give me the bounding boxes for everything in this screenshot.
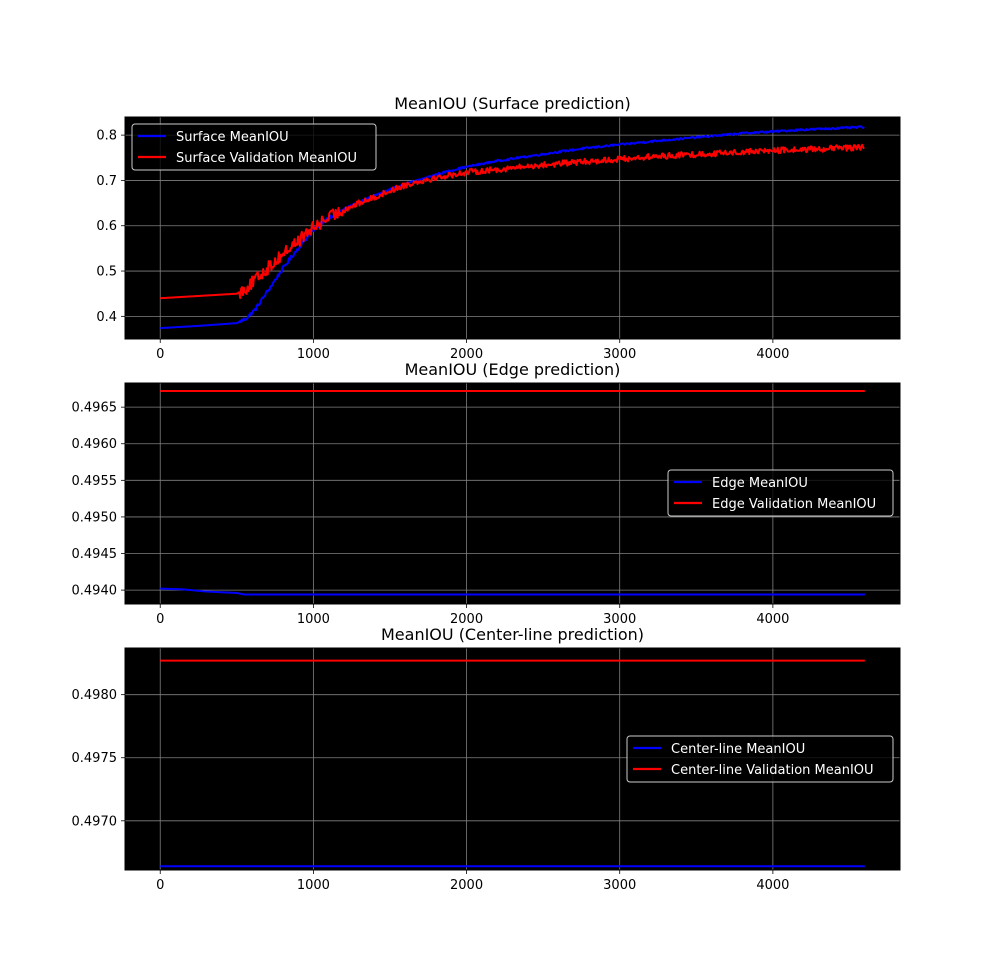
x-tick-label: 1000 <box>297 612 330 627</box>
x-tick-label: 4000 <box>756 612 789 627</box>
legend-box <box>626 735 894 783</box>
chart-panel-1: 0 1000 2000 3000 4000 0.4 0.5 0.6 0.7 0.8 MeanIOU … <box>96 94 901 362</box>
legend-label: Center-line Validation MeanIOU <box>671 763 874 778</box>
y-tick-label: 0.4980 <box>72 688 118 703</box>
chart-title: MeanIOU (Edge prediction) <box>405 360 621 379</box>
y-tick-label: 0.4970 <box>72 814 118 829</box>
legend-label: Surface Validation MeanIOU <box>176 151 357 166</box>
x-tick-label: 2000 <box>450 878 483 893</box>
series-line-1 <box>160 587 865 596</box>
chart-title: MeanIOU (Surface prediction) <box>394 94 631 113</box>
x-tick-label: 3000 <box>603 612 636 627</box>
legend-box <box>131 123 377 171</box>
x-tick-label: 0 <box>156 878 164 893</box>
x-tick-label: 2000 <box>450 612 483 627</box>
legend: Surface MeanIOU Surface Validation MeanIO… <box>131 123 377 171</box>
x-tick-label: 1000 <box>297 878 330 893</box>
x-tick-label: 4000 <box>756 878 789 893</box>
series-line-2 <box>160 143 865 300</box>
legend-label: Edge Validation MeanIOU <box>712 497 876 512</box>
axes-frame <box>124 382 901 605</box>
x-tick-label: 3000 <box>603 878 636 893</box>
legend-label: Center-line MeanIOU <box>671 742 805 757</box>
legend-label: Surface MeanIOU <box>176 130 289 145</box>
chart-panel-3: 0 1000 2000 3000 4000 0.4970 0.4975 0.4980 MeanI… <box>72 625 901 893</box>
legend: Center-line MeanIOU Center-line Validatio… <box>626 735 894 783</box>
y-tick-label: 0.4960 <box>72 437 118 452</box>
y-tick-label: 0.5 <box>96 265 117 280</box>
y-tick-label: 0.7 <box>96 174 117 189</box>
y-tick-label: 0.4 <box>96 310 117 325</box>
legend-label: Edge MeanIOU <box>712 476 808 491</box>
x-tick-label: 1000 <box>297 347 330 362</box>
y-tick-label: 0.4945 <box>72 547 118 562</box>
chart-title: MeanIOU (Center-line prediction) <box>381 625 644 644</box>
y-tick-label: 0.4940 <box>72 584 118 599</box>
y-tick-label: 0.4950 <box>72 510 118 525</box>
y-tick-label: 0.6 <box>96 219 117 234</box>
chart-panel-2: 0 1000 2000 3000 4000 0.4940 0.4945 0.4950 0.495… <box>72 360 901 627</box>
x-tick-label: 2000 <box>450 347 483 362</box>
x-tick-label: 0 <box>156 612 164 627</box>
legend-box <box>667 469 894 517</box>
series-line-1 <box>160 125 865 330</box>
x-tick-label: 4000 <box>756 347 789 362</box>
axes-frame <box>124 647 901 871</box>
axes-frame <box>124 116 901 340</box>
y-tick-label: 0.4965 <box>72 401 118 416</box>
x-tick-label: 3000 <box>603 347 636 362</box>
y-tick-label: 0.8 <box>96 129 117 144</box>
legend: Edge MeanIOU Edge Validation MeanIOU <box>667 469 894 517</box>
x-tick-label: 0 <box>156 347 164 362</box>
y-tick-label: 0.4955 <box>72 474 118 489</box>
y-tick-label: 0.4975 <box>72 751 118 766</box>
